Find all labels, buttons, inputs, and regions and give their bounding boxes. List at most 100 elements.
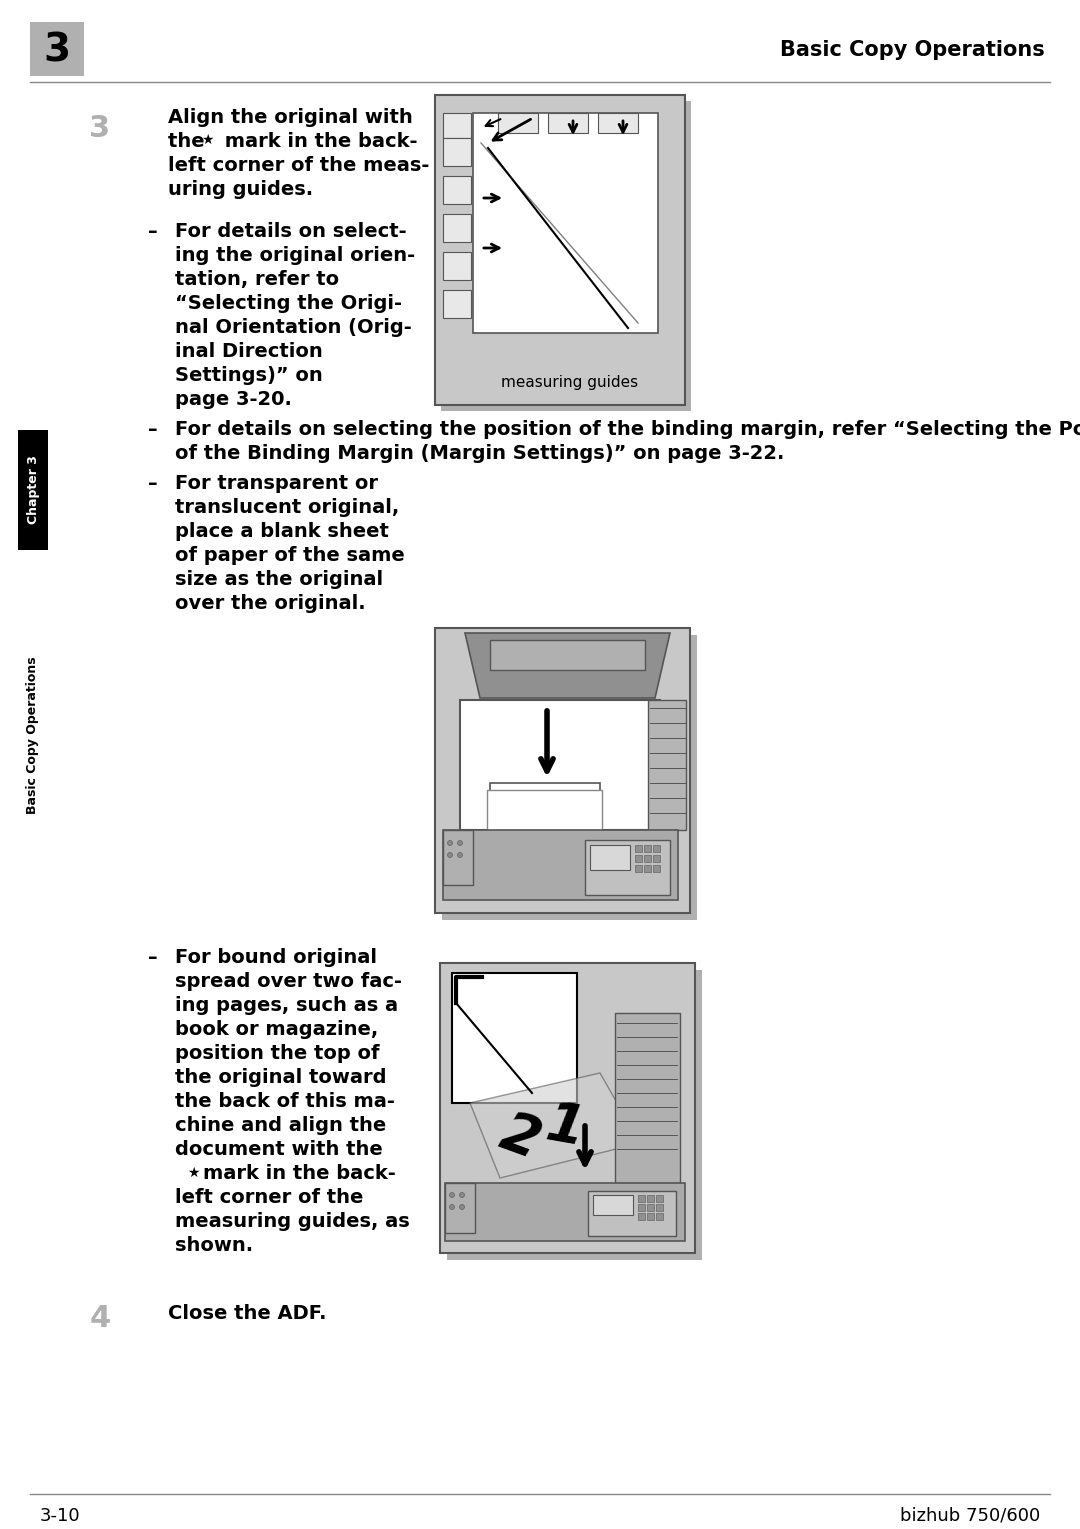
Bar: [473, 113, 658, 333]
Bar: [590, 846, 630, 870]
Bar: [18, 430, 48, 550]
Circle shape: [458, 841, 462, 846]
Text: For transparent or: For transparent or: [175, 474, 378, 492]
Text: 3: 3: [90, 115, 110, 144]
Text: For details on select-: For details on select-: [175, 222, 407, 242]
Bar: [443, 830, 678, 901]
Bar: [585, 839, 670, 894]
Text: left corner of the meas-: left corner of the meas-: [168, 156, 430, 174]
Text: 4: 4: [90, 1304, 110, 1333]
Text: Chapter 3: Chapter 3: [27, 456, 40, 524]
Text: 1: 1: [541, 1098, 589, 1157]
Bar: [656, 1212, 663, 1220]
Bar: [445, 1183, 685, 1242]
Text: the: the: [168, 131, 212, 151]
Bar: [435, 628, 690, 913]
Text: ★: ★: [187, 1167, 200, 1180]
Text: measuring guides: measuring guides: [501, 376, 638, 390]
Circle shape: [447, 853, 453, 858]
Bar: [593, 1196, 633, 1216]
Bar: [635, 865, 642, 872]
Bar: [638, 1196, 645, 1202]
Text: bizhub 750/600: bizhub 750/600: [900, 1508, 1040, 1524]
Text: ★: ★: [201, 133, 214, 147]
Text: of the Binding Margin (Margin Settings)” on page 3-22.: of the Binding Margin (Margin Settings)”…: [175, 443, 784, 463]
Text: spread over two fac-: spread over two fac-: [175, 972, 402, 991]
Text: mark in the back-: mark in the back-: [218, 131, 418, 151]
Text: position the top of: position the top of: [175, 1044, 379, 1063]
Text: place a blank sheet: place a blank sheet: [175, 521, 389, 541]
Bar: [644, 846, 651, 852]
Text: Basic Copy Operations: Basic Copy Operations: [780, 40, 1045, 60]
Bar: [443, 138, 471, 167]
Circle shape: [449, 1205, 455, 1209]
Bar: [443, 214, 471, 242]
Text: translucent original,: translucent original,: [175, 498, 400, 517]
Bar: [445, 1183, 475, 1232]
Bar: [453, 972, 577, 1102]
Bar: [653, 855, 660, 862]
Bar: [443, 113, 471, 138]
Bar: [635, 846, 642, 852]
Bar: [443, 176, 471, 203]
Bar: [490, 641, 645, 670]
Bar: [653, 865, 660, 872]
Circle shape: [459, 1193, 464, 1197]
Text: size as the original: size as the original: [175, 570, 383, 589]
Circle shape: [447, 841, 453, 846]
Circle shape: [459, 1205, 464, 1209]
Text: shown.: shown.: [175, 1235, 253, 1255]
Text: ing the original orien-: ing the original orien-: [175, 246, 415, 265]
Bar: [656, 1196, 663, 1202]
Bar: [647, 1196, 654, 1202]
Bar: [635, 855, 642, 862]
Bar: [644, 865, 651, 872]
Text: chine and align the: chine and align the: [175, 1116, 387, 1135]
Text: For bound original: For bound original: [175, 948, 377, 966]
Bar: [598, 113, 638, 133]
Text: –: –: [148, 474, 158, 492]
Text: mark in the back-: mark in the back-: [203, 1164, 395, 1183]
Bar: [615, 1014, 680, 1183]
Bar: [638, 1212, 645, 1220]
Text: –: –: [148, 222, 158, 242]
Text: –: –: [148, 420, 158, 439]
Bar: [653, 846, 660, 852]
Text: nal Orientation (Orig-: nal Orientation (Orig-: [175, 318, 411, 336]
Bar: [648, 700, 686, 830]
Text: Align the original with: Align the original with: [168, 109, 413, 127]
Text: document with the: document with the: [175, 1141, 382, 1159]
Polygon shape: [470, 1073, 640, 1177]
Text: 3-10: 3-10: [40, 1508, 81, 1524]
Bar: [440, 963, 696, 1252]
Text: 2: 2: [492, 1105, 548, 1170]
Text: 3: 3: [43, 31, 70, 69]
Text: Close the ADF.: Close the ADF.: [168, 1304, 326, 1323]
Text: ing pages, such as a: ing pages, such as a: [175, 995, 399, 1015]
Polygon shape: [465, 633, 670, 699]
Text: –: –: [148, 948, 158, 966]
Bar: [487, 790, 602, 835]
Bar: [447, 969, 702, 1260]
Bar: [644, 855, 651, 862]
Text: measuring guides, as: measuring guides, as: [175, 1212, 409, 1231]
Bar: [443, 830, 473, 885]
Text: book or magazine,: book or magazine,: [175, 1020, 378, 1040]
Bar: [490, 783, 600, 829]
Bar: [441, 101, 691, 411]
Bar: [442, 635, 697, 920]
Bar: [638, 1203, 645, 1211]
Text: uring guides.: uring guides.: [168, 180, 313, 199]
Bar: [435, 95, 685, 405]
Bar: [548, 113, 588, 133]
Bar: [443, 252, 471, 280]
Text: over the original.: over the original.: [175, 593, 366, 613]
Text: Settings)” on: Settings)” on: [175, 365, 323, 385]
Text: inal Direction: inal Direction: [175, 342, 323, 361]
Bar: [498, 113, 538, 133]
Bar: [656, 1203, 663, 1211]
Bar: [443, 291, 471, 318]
Text: the back of this ma-: the back of this ma-: [175, 1092, 395, 1112]
Bar: [647, 1203, 654, 1211]
Text: the original toward: the original toward: [175, 1067, 387, 1087]
